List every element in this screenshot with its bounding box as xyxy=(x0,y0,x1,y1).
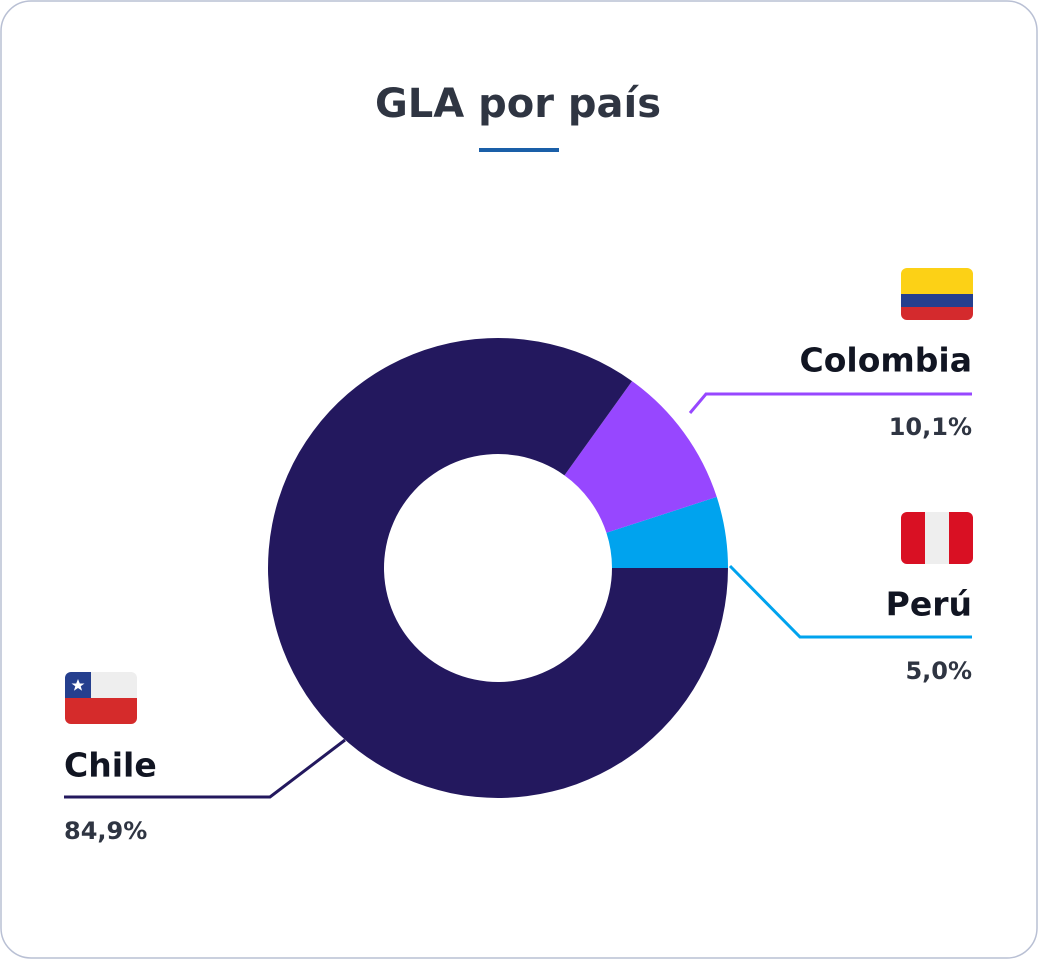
category-label: Chile xyxy=(64,746,157,785)
flag-peru xyxy=(901,512,973,564)
flag-colombia xyxy=(901,268,973,320)
leader-line xyxy=(728,564,972,639)
category-label: Colombia xyxy=(800,341,972,380)
leader-line xyxy=(688,392,972,414)
donut-slice xyxy=(267,338,728,798)
donut-slice xyxy=(564,381,717,533)
flag-chile xyxy=(65,672,137,724)
donut-slice xyxy=(606,496,728,568)
leader-line xyxy=(64,738,346,799)
category-label: Perú xyxy=(886,585,972,624)
title-underline xyxy=(479,148,559,152)
value-label: 10,1% xyxy=(889,413,972,441)
value-label: 5,0% xyxy=(905,657,972,685)
value-label: 84,9% xyxy=(64,817,147,845)
chart-title: GLA por país xyxy=(375,81,661,127)
